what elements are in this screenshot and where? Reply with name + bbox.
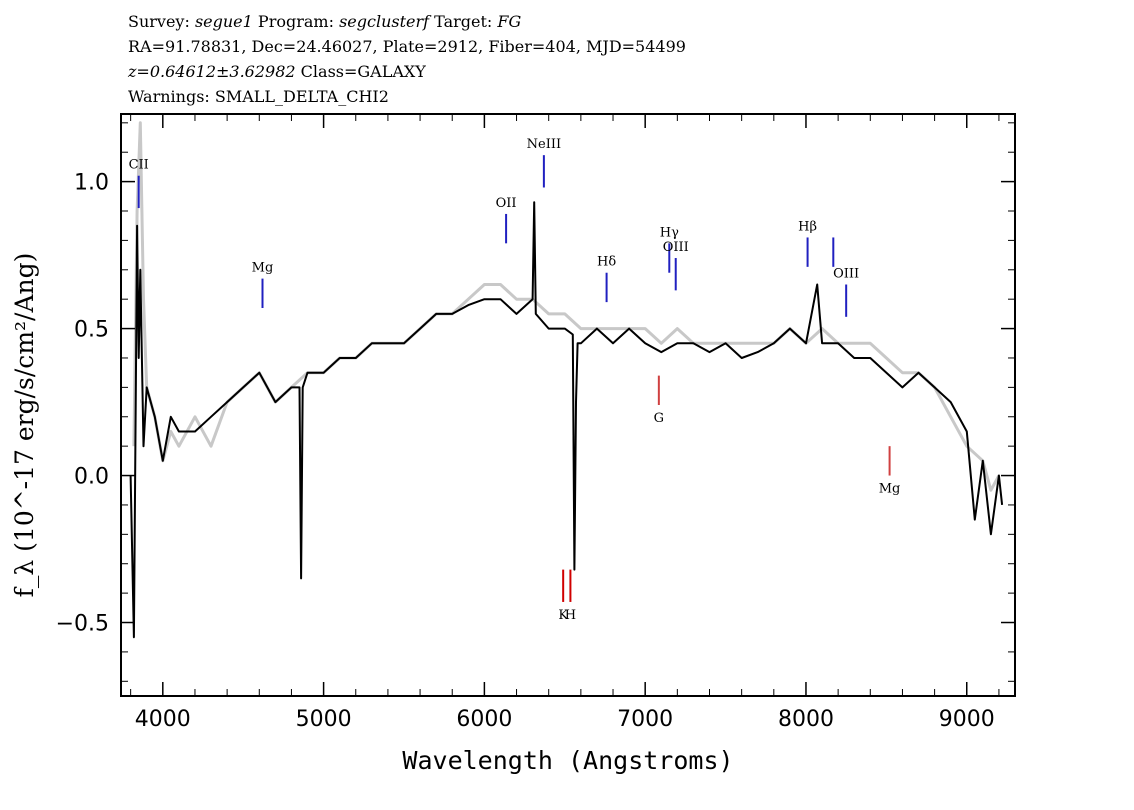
header-line-3: z=0.64612±3.62982 Class=GALAXY xyxy=(128,62,426,82)
tick-layer: 4000 5000 6000 7000 8000 9000 1.0 0.5 0.0 −0.5 xyxy=(56,114,1015,732)
y-axis-label: f_λ (10^-17 erg/s/cm²/Ang) xyxy=(10,253,39,598)
target-label: Target: xyxy=(434,12,493,31)
redshift-value: z=0.64612±3.62982 xyxy=(128,62,296,81)
line-marker-label: Hγ xyxy=(660,225,679,240)
line-marker-label: Mg xyxy=(879,482,901,497)
x-tick-label: 5000 xyxy=(296,707,352,732)
survey-label: Survey: xyxy=(128,12,190,31)
header-line-1: Survey: segue1 Program: segclusterf Targ… xyxy=(128,12,521,32)
target-value: FG xyxy=(497,12,522,31)
x-tick-label: 6000 xyxy=(456,707,512,732)
x-tick-label: 9000 xyxy=(939,707,995,732)
line-marker-label: OIII xyxy=(663,240,689,255)
line-marker-label: OII xyxy=(496,196,517,211)
error-band-series xyxy=(132,121,1001,492)
x-tick-label: 7000 xyxy=(617,707,673,732)
program-value: segclusterf xyxy=(339,12,430,31)
header-line-2: RA=91.78831, Dec=24.46027, Plate=2912, F… xyxy=(128,37,686,56)
y-tick-label: 0.5 xyxy=(74,318,109,343)
x-tick-label: 8000 xyxy=(778,707,834,732)
line-marker-label: NeIII xyxy=(527,137,561,152)
line-marker-label: CII xyxy=(129,158,149,173)
line-marker-label: G xyxy=(654,411,664,426)
y-tick-label: 1.0 xyxy=(74,171,109,196)
series-layer xyxy=(129,121,1004,639)
line-marker-label: OIII xyxy=(833,266,859,281)
flux-series xyxy=(129,201,1004,639)
line-marker-label: Hβ xyxy=(798,219,817,234)
line-marker-label: K xyxy=(558,608,568,623)
line-marker-label: Mg xyxy=(252,261,274,276)
header-warnings: Warnings: SMALL_DELTA_CHI2 xyxy=(128,87,389,106)
survey-value: segue1 xyxy=(194,12,253,31)
line-marker-label: H xyxy=(565,608,576,623)
plot-frame xyxy=(120,113,1016,697)
line-marker-label: Hδ xyxy=(597,255,616,270)
y-tick-label: −0.5 xyxy=(56,612,109,637)
program-label: Program: xyxy=(257,12,334,31)
y-tick-label: 0.0 xyxy=(74,465,109,490)
class-value: Class=GALAXY xyxy=(300,62,426,81)
x-tick-label: 4000 xyxy=(135,707,191,732)
x-axis-label: Wavelength (Angstroms) xyxy=(402,746,733,775)
